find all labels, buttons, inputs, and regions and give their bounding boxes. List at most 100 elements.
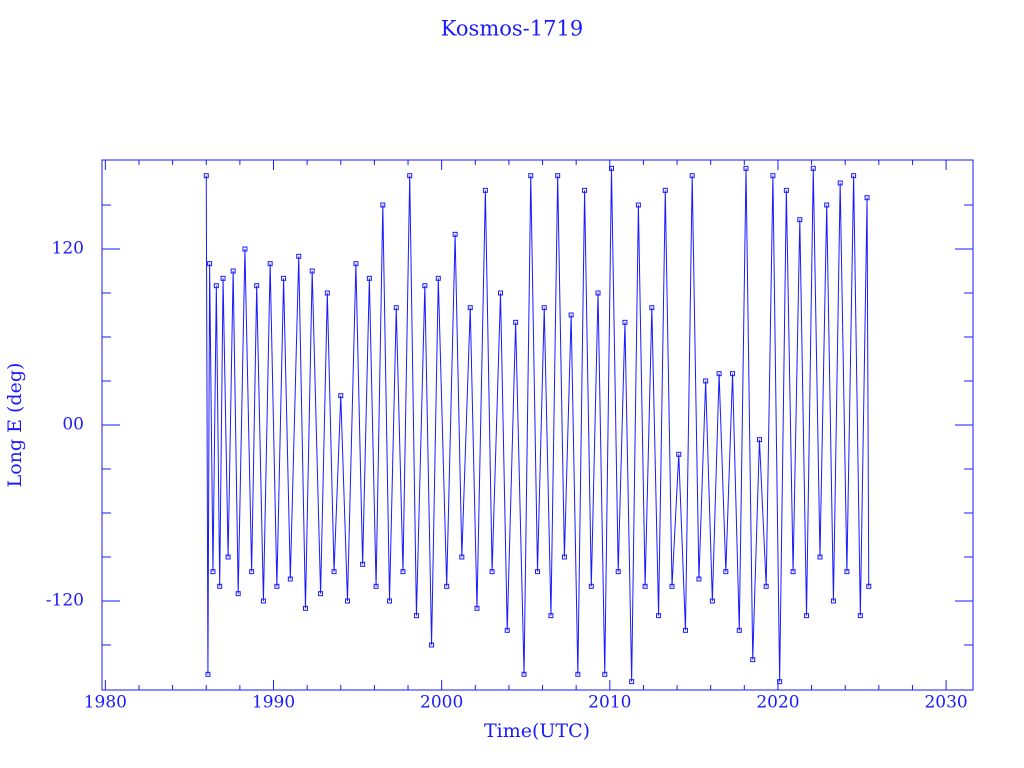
data-point <box>205 671 211 677</box>
data-point <box>296 253 302 259</box>
data-point <box>318 591 324 597</box>
data-point <box>837 180 843 186</box>
data-point <box>331 569 337 575</box>
data-point <box>407 173 413 179</box>
data-point <box>467 305 473 311</box>
data-point <box>225 554 231 560</box>
data-point <box>213 283 219 289</box>
data-point <box>344 598 350 604</box>
data-point <box>736 627 742 633</box>
data-point <box>474 605 480 611</box>
data-point <box>783 187 789 193</box>
data-point <box>353 261 359 267</box>
data-point <box>287 576 293 582</box>
y-tick-label: -120 <box>46 590 84 610</box>
data-point <box>777 679 783 685</box>
data-point <box>568 312 574 318</box>
data-point <box>770 173 776 179</box>
data-point <box>602 671 608 677</box>
data-point <box>763 583 769 589</box>
data-point <box>393 305 399 311</box>
data-point <box>804 613 810 619</box>
y-tick-label: 00 <box>62 415 84 435</box>
data-point <box>548 613 554 619</box>
chart-title: Kosmos-1719 <box>441 17 583 41</box>
data-point <box>797 217 803 223</box>
data-point <box>864 195 870 201</box>
data-point <box>629 679 635 685</box>
data-point <box>338 393 344 399</box>
data-point <box>595 290 601 296</box>
data-point <box>435 275 441 281</box>
data-point <box>561 554 567 560</box>
data-point <box>422 283 428 289</box>
data-point <box>844 569 850 575</box>
data-point <box>703 378 709 384</box>
x-tick-label: 1990 <box>252 693 295 713</box>
x-tick-label: 2010 <box>588 693 631 713</box>
data-point <box>302 605 308 611</box>
data-point <box>281 275 287 281</box>
data-point <box>649 305 655 311</box>
data-point <box>444 583 450 589</box>
data-point <box>242 246 248 252</box>
data-point <box>210 569 216 575</box>
y-axis-label: Long E (deg) <box>4 363 26 488</box>
data-point <box>207 261 213 267</box>
data-point <box>324 290 330 296</box>
data-point <box>555 173 561 179</box>
data-point <box>482 187 488 193</box>
data-point <box>309 268 315 274</box>
data-point <box>387 598 393 604</box>
data-point <box>459 554 465 560</box>
data-point <box>716 371 722 377</box>
x-tick-label: 2020 <box>756 693 799 713</box>
data-point <box>615 569 621 575</box>
data-point <box>366 275 372 281</box>
data-point <box>696 576 702 582</box>
data-point <box>866 583 872 589</box>
data-point <box>830 598 836 604</box>
data-point <box>575 671 581 677</box>
data-point <box>380 202 386 208</box>
data-point <box>669 583 675 589</box>
data-point <box>504 627 510 633</box>
data-point <box>528 173 534 179</box>
data-point <box>756 437 762 443</box>
data-line <box>205 168 870 682</box>
data-point <box>662 187 668 193</box>
data-point <box>489 569 495 575</box>
data-point <box>235 591 241 597</box>
data-point <box>790 569 796 575</box>
data-point <box>230 268 236 274</box>
data-point <box>203 173 209 179</box>
data-point <box>810 165 816 171</box>
data-point <box>723 569 729 575</box>
data-point <box>373 583 379 589</box>
data-point <box>249 569 255 575</box>
data-point <box>851 173 857 179</box>
data-point <box>750 657 756 663</box>
data-point <box>513 319 519 325</box>
y-tick-label: 120 <box>52 239 84 259</box>
data-point <box>429 642 435 648</box>
data-point <box>676 451 682 457</box>
data-point <box>254 283 260 289</box>
data-point <box>582 187 588 193</box>
data-point <box>824 202 830 208</box>
data-point <box>682 627 688 633</box>
x-tick-label: 2000 <box>420 693 463 713</box>
data-point <box>413 613 419 619</box>
x-tick-label: 2030 <box>924 693 967 713</box>
x-tick-label: 1980 <box>84 693 127 713</box>
data-point <box>535 569 540 575</box>
data-point <box>608 165 614 171</box>
x-axis-label: Time(UTC) <box>484 720 590 742</box>
data-point <box>622 319 628 325</box>
data-point <box>817 554 823 560</box>
data-point <box>452 231 458 237</box>
data-point <box>260 598 266 604</box>
data-point <box>400 569 406 575</box>
data-point <box>360 561 366 567</box>
